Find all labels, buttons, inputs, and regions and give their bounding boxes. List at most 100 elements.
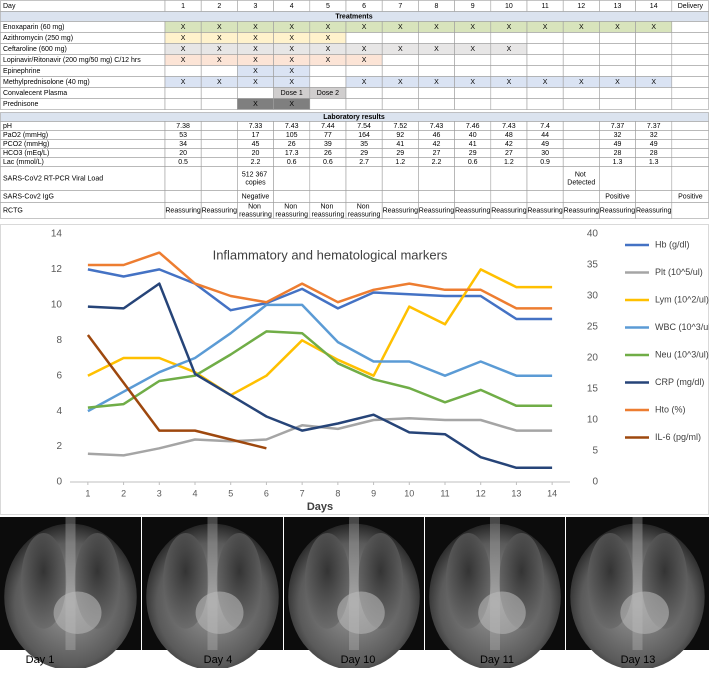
column-header: 7	[398, 3, 402, 10]
table-cell	[309, 65, 347, 77]
table-cell	[454, 54, 492, 66]
xray-spine	[632, 517, 643, 650]
table-cell-text: X	[615, 79, 620, 86]
table-cell-text: 7.38	[176, 123, 190, 130]
table-cell-text: 26	[288, 141, 296, 148]
xray-heart	[195, 591, 244, 635]
table-cell	[562, 54, 600, 66]
table-cell-text: 26	[324, 150, 332, 157]
table-cell-text: Negative	[242, 193, 270, 200]
chart-title: Inflammatory and hematological markers	[213, 247, 448, 262]
y2-tick-label: 35	[587, 260, 599, 271]
y-tick-label: 2	[56, 441, 62, 452]
table-cell	[164, 87, 202, 99]
table-cell-text: 512 367 copies	[242, 171, 269, 186]
table-cell-text: 92	[396, 132, 404, 139]
table-cell-text: X	[362, 79, 367, 86]
table-cell	[418, 32, 455, 44]
table-cell	[418, 65, 455, 77]
row-label: Day	[3, 3, 16, 10]
table-cell	[562, 157, 600, 167]
table-cell	[381, 65, 419, 77]
table-cell-text: Reassuring	[527, 207, 563, 214]
table-cell	[200, 157, 238, 167]
table-cell-text: X	[434, 24, 439, 31]
table-cell	[309, 166, 347, 191]
table-cell	[562, 98, 600, 110]
table-cell-text: Reassuring	[491, 207, 527, 214]
row-label: Lopinavir/Ritonavir (200 mg/50 mg) C/12 …	[3, 57, 141, 64]
y2-tick-label: 10	[587, 415, 599, 426]
table-cell	[454, 65, 492, 77]
y2-tick-label: 0	[592, 477, 598, 488]
row-label: Azithromycin (250 mg)	[3, 35, 73, 42]
table-cell	[200, 148, 238, 158]
table-cell-text: 49	[541, 141, 549, 148]
table-cell	[381, 87, 419, 99]
column-header: 11	[541, 3, 548, 10]
row-label: pH	[3, 123, 12, 130]
table-cell	[454, 190, 492, 203]
table-cell-text: Reassuring	[419, 207, 455, 214]
y-tick-label: 8	[56, 335, 62, 346]
table-cell-text: X	[253, 46, 258, 53]
table-cell-text: X	[289, 101, 294, 108]
table-cell-text: 29	[396, 150, 404, 157]
y-tick-label: 14	[51, 229, 63, 240]
table-cell	[0, 0, 166, 12]
x-tick-label: 11	[440, 488, 449, 498]
legend-label: Plt (10^5/ul)	[655, 267, 703, 277]
table-cell-text: Positive	[678, 193, 703, 200]
table-cell	[635, 65, 673, 77]
table-cell-text: X	[181, 57, 186, 64]
table-cell	[635, 190, 673, 203]
table-cell	[562, 148, 600, 158]
table-cell-text: X	[543, 24, 548, 31]
table-cell-text: Reassuring	[383, 207, 419, 214]
table-cell-text: X	[289, 57, 294, 64]
table-cell-text: 29	[469, 150, 477, 157]
table-cell-text: 7.54	[357, 123, 371, 130]
table-cell	[671, 157, 709, 167]
table-cell	[671, 21, 709, 33]
xray-caption: Day 1	[26, 654, 55, 666]
table-cell-text: X	[217, 57, 222, 64]
table-cell-text: Non reassuring	[239, 203, 272, 218]
row-label: Lac (mmol/L)	[3, 159, 44, 166]
table-cell-text: X	[289, 68, 294, 75]
x-tick-label: 14	[547, 488, 557, 498]
table-cell-text: 20	[179, 150, 187, 157]
table-cell-text: X	[362, 24, 367, 31]
legend-label: CRP (mg/dl)	[655, 377, 704, 387]
table-cell-text: 28	[614, 150, 622, 157]
x-tick-label: 7	[300, 488, 305, 498]
table-cell-text: X	[507, 46, 512, 53]
xray-heart	[53, 591, 102, 635]
table-cell-text: Dose 1	[281, 90, 303, 97]
section-title: Treatments	[335, 13, 372, 20]
x-tick-label: 13	[511, 488, 521, 498]
x-tick-label: 3	[157, 488, 162, 498]
table-cell	[562, 87, 600, 99]
table-cell-text: 34	[179, 141, 187, 148]
x-tick-label: 1	[85, 488, 90, 498]
table-cell	[345, 166, 383, 191]
table-cell	[526, 166, 564, 191]
x-tick-label: 12	[476, 488, 486, 498]
table-cell-text: X	[470, 46, 475, 53]
table-cell-text: X	[181, 35, 186, 42]
table-cell-text: 7.43	[430, 123, 444, 130]
table-cell	[309, 98, 347, 110]
table-cell-text: X	[651, 79, 656, 86]
table-cell	[671, 166, 709, 191]
table-cell	[164, 190, 202, 203]
table-cell-text: X	[253, 101, 258, 108]
table-cell-text: 45	[252, 141, 260, 148]
y2-tick-label: 20	[587, 353, 599, 364]
table-cell	[671, 43, 709, 55]
xray-heart	[337, 591, 385, 635]
legend-label: Neu (10^3/ul)	[655, 349, 709, 359]
table-cell	[418, 87, 455, 99]
table-cell	[273, 166, 311, 191]
xray-panel: Day 1 Day 4 Day 10 Day 11 Day 13	[0, 517, 709, 670]
